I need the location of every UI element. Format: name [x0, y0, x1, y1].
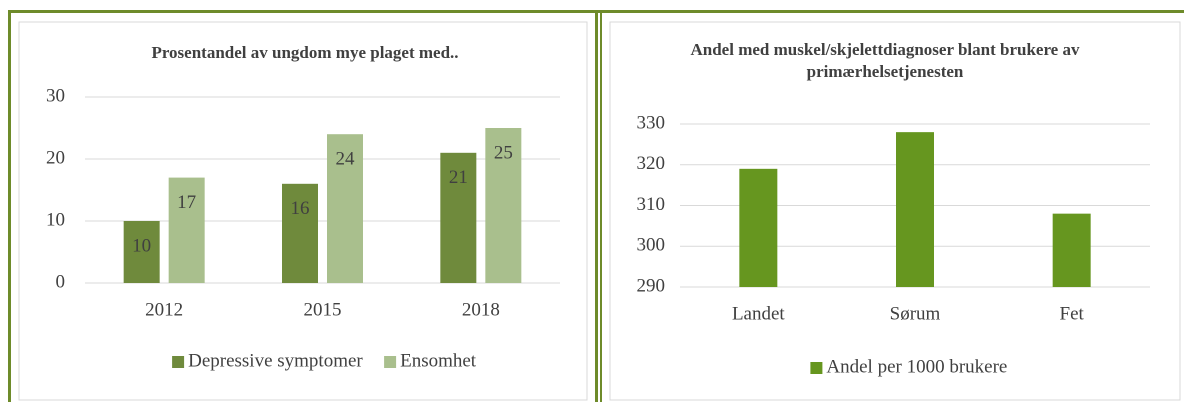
y-tick-label: 310 — [637, 194, 666, 215]
legend-label: Depressive symptomer — [188, 350, 363, 371]
data-label: 21 — [449, 167, 468, 188]
frame-mid2 — [600, 10, 602, 402]
y-tick-label: 290 — [637, 275, 666, 296]
x-tick-label: Landet — [732, 303, 785, 324]
bar — [440, 152, 477, 283]
y-tick-label: 0 — [56, 271, 66, 292]
x-tick-label: Fet — [1060, 303, 1085, 324]
bar — [896, 132, 934, 287]
y-tick-label: 20 — [46, 147, 65, 168]
chart-title: Andel med muskel/skjelettdiagnoser blant… — [690, 40, 1080, 81]
y-tick-label: 320 — [637, 153, 666, 174]
y-tick-label: 330 — [637, 112, 666, 133]
data-label: 24 — [336, 149, 356, 170]
data-label: 25 — [494, 142, 513, 163]
panel-border — [18, 21, 588, 401]
legend-label: Andel per 1000 brukere — [826, 356, 1007, 377]
x-tick-label: 2015 — [304, 299, 342, 320]
bar — [739, 168, 778, 287]
panel-border — [609, 21, 1181, 401]
y-tick-label: 10 — [46, 209, 65, 230]
legend-swatch — [810, 362, 823, 374]
frame-left — [8, 10, 11, 402]
frame-mid — [595, 10, 598, 402]
legend-label: Ensomhet — [400, 350, 477, 371]
legend-swatch — [384, 356, 397, 368]
x-tick-label: 2018 — [462, 299, 500, 320]
data-label: 10 — [132, 235, 151, 256]
data-label: 16 — [291, 198, 310, 219]
y-tick-label: 300 — [637, 235, 666, 256]
chart-title: Prosentandel av ungdom mye plaget med.. — [151, 43, 459, 62]
data-label: 17 — [177, 192, 196, 213]
bar — [123, 221, 160, 283]
bar — [485, 128, 522, 283]
y-tick-label: 30 — [46, 85, 65, 106]
x-tick-label: 2012 — [145, 299, 183, 320]
bar — [1052, 213, 1091, 287]
bar — [282, 183, 318, 283]
legend-swatch — [172, 356, 185, 368]
bar — [327, 134, 363, 283]
bar — [168, 177, 205, 283]
x-tick-label: Sørum — [890, 303, 941, 324]
